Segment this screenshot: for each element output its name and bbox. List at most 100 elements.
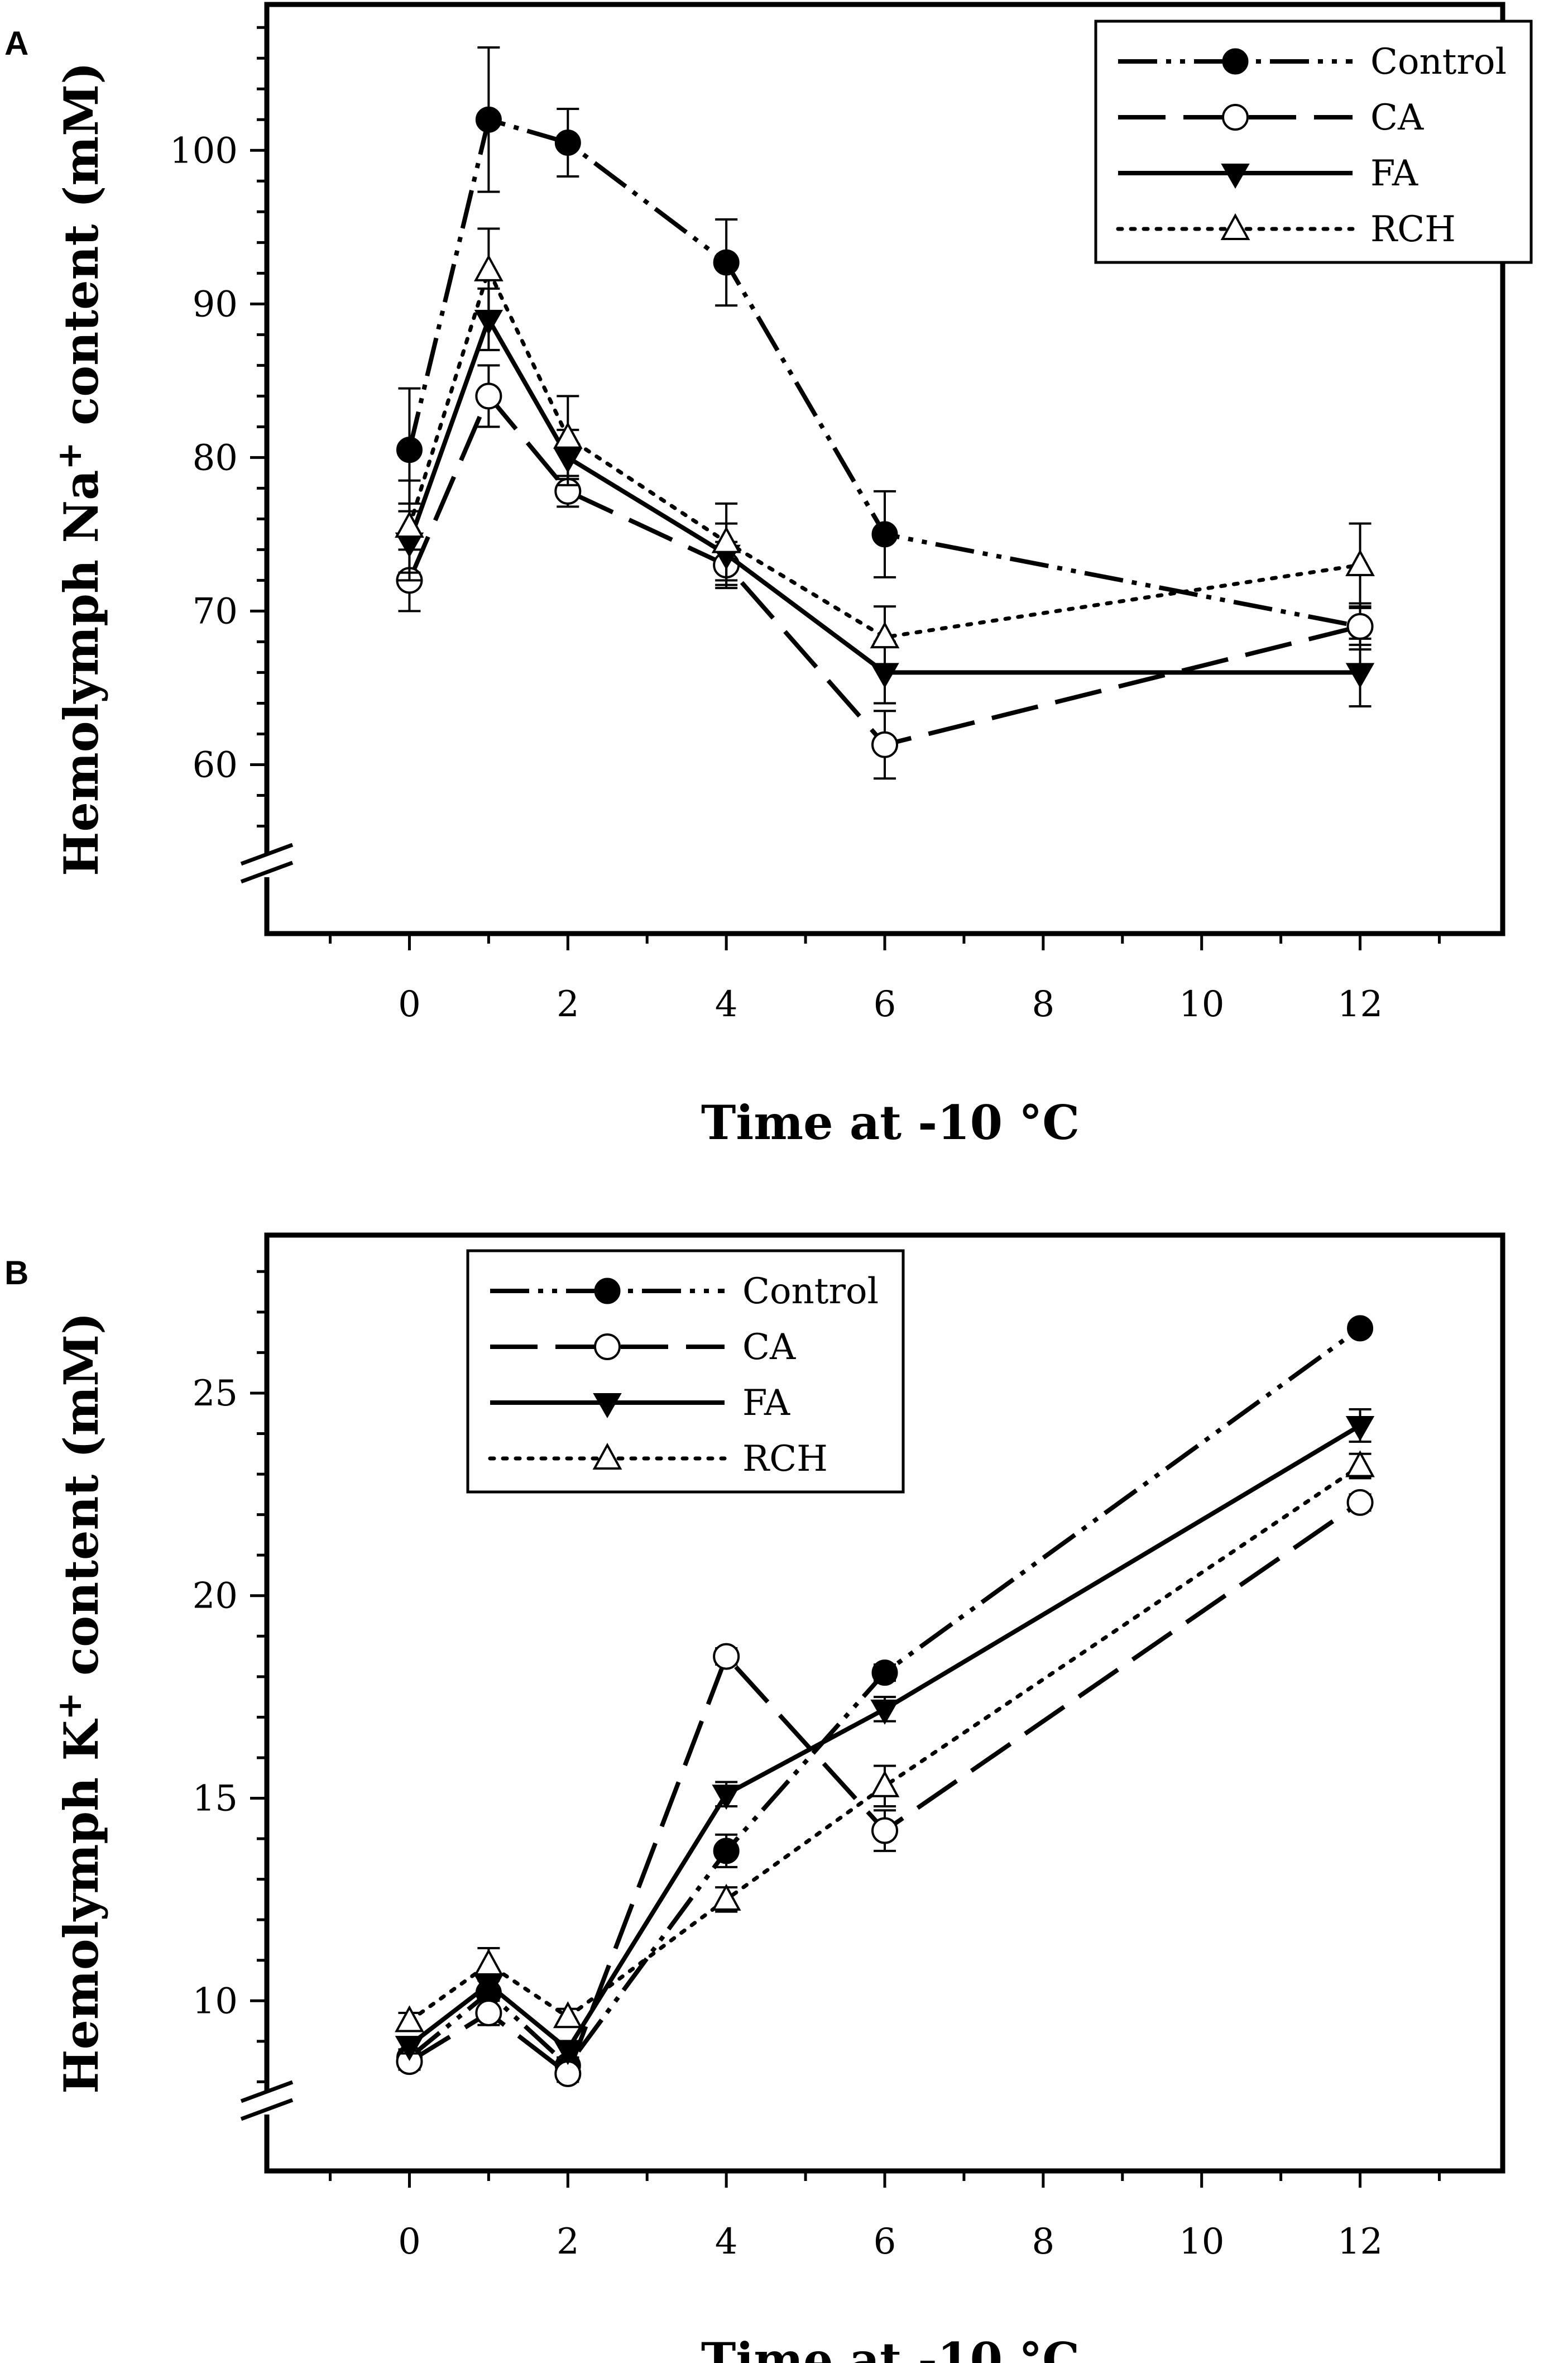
panel-b-x-tick-label: 2 — [557, 2221, 579, 2262]
panel-b-point-fa — [395, 2036, 424, 2061]
panel-a-y-axis-title: Hemolymph Na+ content (mM) — [50, 62, 109, 876]
panel-b-point-fa — [1345, 1416, 1375, 1442]
panel-a-point-fa — [474, 309, 504, 335]
panel-b-legend-item: Control — [490, 1271, 879, 1312]
panel-b-legend-label: FA — [742, 1383, 790, 1424]
panel-a-point-ca — [475, 382, 502, 410]
panel-b-x-tick-label: 4 — [715, 2221, 738, 2262]
panel-b-point-ca — [713, 1643, 740, 1670]
panel-a-line-ca — [407, 394, 1361, 747]
panel-a-point-control — [554, 130, 581, 156]
panel-b: B 0 2 4 6 8 10 12 10 15 20 25 Time at -10 °C Hemolym… — [4, 1232, 1505, 2363]
panel-b-legend-label: RCH — [742, 1438, 828, 1480]
panel-b-x-tick-label: 0 — [398, 2221, 421, 2262]
panel-b-legend-marker — [594, 1278, 621, 1304]
panel-a-point-rch — [395, 510, 424, 538]
panel-b-legend-label: Control — [742, 1271, 879, 1312]
panel-b-point-control — [1347, 1315, 1374, 1342]
panel-b-point-ca — [871, 1817, 898, 1844]
panel-a-point-control — [475, 106, 502, 133]
panel-a-x-tick-label: 4 — [715, 984, 738, 1025]
panel-a-legend-item: CA — [1118, 97, 1424, 138]
panel-a-y-tick-label: 70 — [193, 591, 238, 632]
panel-a-point-rch — [870, 621, 900, 649]
panel-b-point-fa — [870, 1699, 899, 1725]
panel-b-line-rch — [407, 1464, 1363, 2024]
panel-a-legend-item: Control — [1118, 41, 1507, 83]
panel-a-legend-marker — [1220, 213, 1250, 240]
panel-b-y-tick-label: 10 — [193, 1981, 238, 2022]
panel-b-legend-item: RCH — [488, 1438, 828, 1480]
panel-a-legend: Control CA FA RCH — [1094, 20, 1533, 264]
panel-a-legend-label: CA — [1370, 97, 1424, 138]
panel-b-point-fa — [553, 2040, 583, 2065]
panel-a-x-tick-label: 8 — [1032, 984, 1054, 1025]
panel-b-y-axis-title: Hemolymph K+ content (mM) — [50, 1312, 109, 2094]
panel-a-line-rch — [407, 268, 1363, 639]
panel-b-x-tick-label: 6 — [874, 2221, 896, 2262]
panel-b-legend-label: CA — [742, 1327, 796, 1368]
panel-a-legend-item: RCH — [1116, 209, 1456, 250]
panel-a-legend-label: RCH — [1370, 209, 1456, 250]
panel-a-legend-item: FA — [1118, 153, 1418, 194]
panel-b-legend-marker — [594, 1333, 621, 1360]
panel-b-point-ca — [1346, 1489, 1374, 1516]
panel-a-x-tick-label: 12 — [1337, 984, 1383, 1025]
panel-a-legend-label: Control — [1370, 41, 1507, 83]
panel-a-line-control — [407, 117, 1361, 629]
panel-b-legend: Control CA FA RCH — [466, 1249, 905, 1494]
panel-b-point-rch — [1345, 1450, 1375, 1477]
panel-b-x-tick-label: 12 — [1337, 2221, 1383, 2262]
panel-a-y-tick-label: 80 — [193, 437, 238, 479]
panel-a-y-tick-label: 60 — [193, 744, 238, 786]
panel-b-point-fa — [712, 1785, 741, 1810]
panel-b-legend-item: FA — [490, 1383, 790, 1424]
panel-b-point-control — [713, 1838, 740, 1864]
panel-a-x-tick-label: 0 — [398, 984, 421, 1025]
panel-a-legend-marker — [1221, 164, 1250, 189]
panel-a-legend-marker — [1222, 104, 1249, 131]
panel-a-x-axis-title: Time at -10 °C — [701, 1095, 1080, 1150]
panel-a-legend-label: FA — [1370, 153, 1418, 194]
panel-a-point-control — [396, 437, 423, 463]
panel-a-point-rch — [711, 526, 741, 553]
panel-a-x-tick-label: 2 — [557, 984, 579, 1025]
panel-a-point-control — [871, 521, 898, 548]
panel-b-y-tick-label: 25 — [193, 1373, 238, 1414]
panel-b-x-tick-label: 10 — [1179, 2221, 1224, 2262]
panel-a-series-rch — [395, 227, 1375, 669]
panel-a-axis-break — [240, 843, 294, 884]
panel-a-letter: A — [4, 25, 28, 62]
panel-b-point-ca — [554, 2060, 582, 2087]
panel-b-line-control — [407, 1326, 1361, 2068]
panel-b-legend-marker — [593, 1393, 622, 1419]
panel-a-y-tick-label: 90 — [193, 284, 238, 325]
panel-b-point-control — [871, 1659, 898, 1686]
panel-b-point-rch — [870, 1770, 900, 1797]
panel-b-x-axis-title: Time at -10 °C — [701, 2332, 1080, 2363]
panel-a-point-rch — [474, 254, 504, 281]
panel-b-point-rch — [711, 1883, 741, 1911]
panel-a-legend-marker — [1222, 48, 1249, 75]
panel-a-point-rch — [553, 422, 583, 449]
panel-b-legend-item: CA — [490, 1327, 796, 1368]
panel-b-point-ca — [475, 2000, 502, 2027]
panel-b-y-tick-label: 20 — [193, 1576, 238, 1617]
panel-b-letter: B — [4, 1254, 28, 1291]
panel-a-line-fa — [407, 317, 1360, 675]
panel-b-legend-marker — [592, 1442, 622, 1470]
panel-b-axis-break — [240, 2080, 294, 2121]
panel-b-series-fa — [395, 1408, 1375, 2065]
panel-b-line-fa — [408, 1423, 1361, 2052]
panel-a-point-ca — [871, 731, 898, 758]
panel-a: A 0 2 4 6 8 10 12 60 70 80 90 100 Time at -10 °C Hemo… — [4, 2, 1533, 1150]
panel-b-point-rch — [474, 1948, 504, 1975]
panel-b-series-rch — [395, 1450, 1375, 2032]
panel-a-point-control — [713, 249, 740, 276]
panel-a-point-rch — [1345, 549, 1375, 576]
panel-b-x-tick-label: 8 — [1032, 2221, 1054, 2262]
panel-a-x-tick-label: 10 — [1179, 984, 1224, 1025]
panel-b-point-rch — [395, 2005, 424, 2032]
panel-b-series-ca — [396, 1489, 1374, 2087]
panel-b-line-ca — [408, 1500, 1361, 2076]
